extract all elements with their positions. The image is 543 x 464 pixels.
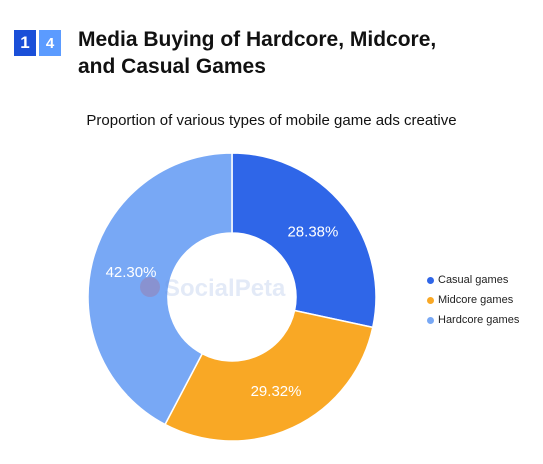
- legend-item-midcore-games: Midcore games: [427, 290, 519, 310]
- watermark-mark: [140, 277, 160, 297]
- chart-title: Proportion of various types of mobile ga…: [86, 112, 457, 129]
- legend-swatch: [427, 296, 434, 304]
- page-title-line-1: Media Buying of Hardcore, Midcore,: [78, 28, 437, 51]
- legend-label: Midcore games: [438, 294, 514, 306]
- section-number-badge: 1 4: [14, 30, 61, 56]
- data-label-casual-games: 28.38%: [287, 224, 338, 241]
- page-title: Media Buying of Hardcore, Midcore, and C…: [78, 26, 518, 80]
- page-title-line-2: and Casual Games: [78, 55, 266, 78]
- watermark-logo: SocialPeta: [140, 275, 286, 302]
- legend-item-casual-games: Casual games: [427, 270, 519, 290]
- donut-slice-midcore-games: [164, 309, 374, 442]
- section-number-digit-2: 4: [39, 30, 61, 56]
- legend-item-hardcore-games: Hardcore games: [427, 310, 519, 330]
- legend-swatch: [427, 316, 434, 324]
- chart-legend: Casual games Midcore games Hardcore games: [427, 270, 519, 330]
- donut-slices: [87, 152, 377, 442]
- watermark-text: SocialPeta: [164, 275, 286, 302]
- data-label-hardcore-games: 42.30%: [106, 264, 157, 281]
- section-number-digit-1: 1: [14, 30, 36, 56]
- donut-data-labels: 28.38% 29.32% 42.30%: [106, 224, 339, 401]
- legend-label: Hardcore games: [438, 314, 520, 326]
- legend-label: Casual games: [438, 274, 509, 286]
- donut-slice-casual-games: [231, 152, 377, 329]
- donut-slice-hardcore-games: [87, 152, 233, 426]
- legend-swatch: [427, 276, 434, 284]
- data-label-midcore-games: 29.32%: [251, 383, 302, 400]
